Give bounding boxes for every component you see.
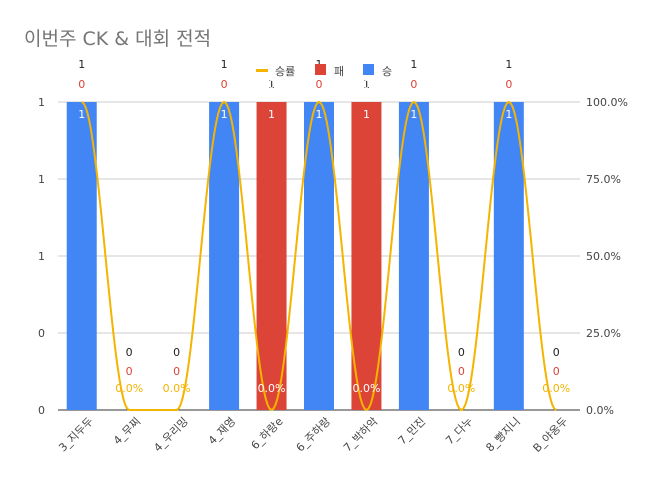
left-tick-label: 1 <box>38 173 45 186</box>
category-label: 8_빵지니 <box>483 415 522 454</box>
label-win: 1 <box>410 108 417 121</box>
chart-title: 이번주 CK & 대회 전적 <box>24 28 212 50</box>
label-loss: 0 <box>553 365 560 378</box>
label-loss: 1 <box>268 108 275 121</box>
label-loss: 0 <box>316 78 323 91</box>
legend-label: 승률 <box>275 65 295 78</box>
bar-win <box>304 102 334 410</box>
category-label: B_야옹두 <box>531 415 571 455</box>
label-total: 0 <box>173 346 180 359</box>
left-tick-label: 0 <box>38 327 45 340</box>
label-total: 1 <box>363 78 370 91</box>
label-rate: 0.0% <box>163 382 191 395</box>
label-loss: 0 <box>78 78 85 91</box>
label-win: 1 <box>505 108 512 121</box>
label-total: 0 <box>126 346 133 359</box>
category-label: 4_재영 <box>206 415 238 447</box>
bar-win <box>209 102 240 410</box>
bars <box>66 102 524 410</box>
category-label: 4_우리밍 <box>151 415 190 454</box>
left-tick-label: 1 <box>38 250 45 263</box>
win-rate-line <box>81 100 557 412</box>
right-tick-label: 50.0% <box>586 250 621 263</box>
label-win: 1 <box>316 108 323 121</box>
label-loss: 0 <box>173 365 180 378</box>
label-loss: 0 <box>126 365 133 378</box>
legend-swatch <box>363 64 374 75</box>
label-win: 1 <box>78 108 85 121</box>
legend-swatch <box>315 64 326 75</box>
right-tick-label: 75.0% <box>586 173 621 186</box>
legend-swatch-line <box>256 69 268 72</box>
label-win: 0 <box>363 78 370 91</box>
label-total: 0 <box>458 346 465 359</box>
bar-win <box>493 102 524 410</box>
category-label: 6_하랑e <box>248 414 286 452</box>
label-win: 0 <box>268 78 275 91</box>
label-total: 1 <box>221 58 228 71</box>
bar-loss <box>351 102 382 410</box>
win-rate-line-path <box>81 100 557 412</box>
bar-win <box>66 102 97 410</box>
bar-loss <box>256 102 287 410</box>
bar-win <box>398 102 429 410</box>
legend: 승률 패 승 <box>256 64 392 78</box>
category-label: 4_무찌 <box>111 415 143 447</box>
label-loss: 0 <box>410 78 417 91</box>
category-label: 3_지두두 <box>56 415 95 454</box>
right-tick-label: 25.0% <box>586 327 621 340</box>
label-loss: 0 <box>505 78 512 91</box>
label-rate: 0.0% <box>352 382 380 395</box>
label-rate: 0.0% <box>542 382 570 395</box>
label-loss: 0 <box>458 365 465 378</box>
label-total: 1 <box>78 58 85 71</box>
label-total: 0 <box>553 346 560 359</box>
label-loss: 1 <box>363 108 370 121</box>
legend-label: 패 <box>334 65 344 78</box>
label-rate: 0.0% <box>447 382 475 395</box>
label-total: 1 <box>505 58 512 71</box>
category-label: 7_민진 <box>396 415 428 447</box>
right-tick-label: 0.0% <box>586 404 614 417</box>
legend-label: 승 <box>382 65 392 78</box>
left-tick-label: 0 <box>38 404 45 417</box>
category-label: 7_다누 <box>443 415 475 447</box>
label-loss: 0 <box>221 78 228 91</box>
label-total: 1 <box>268 78 275 91</box>
category-label: 6_주하랑 <box>293 414 333 454</box>
label-rate: 0.0% <box>115 382 143 395</box>
data-labels: 101000.0%000.0%1011010.0%1011010.0%10100… <box>78 58 570 395</box>
label-total: 1 <box>410 58 417 71</box>
label-win: 1 <box>221 108 228 121</box>
left-tick-label: 1 <box>38 96 45 109</box>
label-rate: 0.0% <box>258 382 286 395</box>
right-tick-label: 100.0% <box>586 96 628 109</box>
category-label: 7_박하악 <box>340 414 380 454</box>
